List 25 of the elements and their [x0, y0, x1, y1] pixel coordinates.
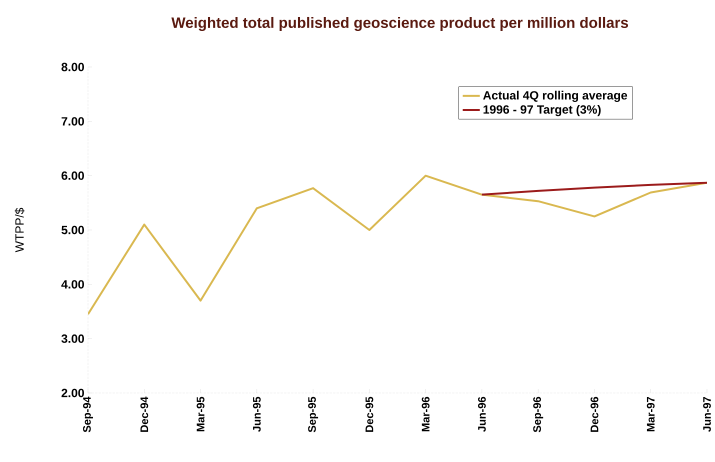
x-tick-label: Jun-95 [252, 396, 261, 432]
x-tick-label: Mar-95 [196, 396, 204, 432]
x-tick-label: Sep-95 [308, 396, 318, 432]
y-axis-title: WTPP/$ [14, 208, 24, 252]
y-tick-label: 7.00 [62, 117, 84, 126]
x-tick-label: Sep-94 [83, 396, 93, 432]
line-series [88, 174, 707, 316]
y-tick-label: 2.00 [62, 388, 84, 398]
y-tick-label: 3.00 [61, 334, 84, 343]
legend-label: Actual 4Q rolling average [483, 90, 628, 102]
line-series [480, 182, 707, 196]
x-tick-label: Mar-96 [422, 396, 430, 432]
x-tick-label: Jun-96 [478, 396, 486, 432]
x-tick-label: Dec-96 [590, 396, 598, 432]
legend-label: 1996 - 97 Target (3%) [484, 104, 601, 116]
x-tick-label: Sep-96 [533, 396, 544, 432]
x-tick-label: Mar-97 [646, 397, 655, 432]
y-tick-label: 6.00 [62, 171, 84, 180]
y-tick-label: 8.00 [61, 62, 84, 72]
x-tick-label: Dec-95 [365, 396, 374, 432]
x-tick-label: Dec-94 [140, 396, 148, 432]
chart-title: Weighted total published geoscience product per million dollars [171, 16, 628, 32]
x-tick-label: Jun-97 [703, 397, 711, 432]
y-tick-label: 4.00 [61, 280, 84, 289]
y-tick-label: 5.00 [61, 226, 84, 234]
